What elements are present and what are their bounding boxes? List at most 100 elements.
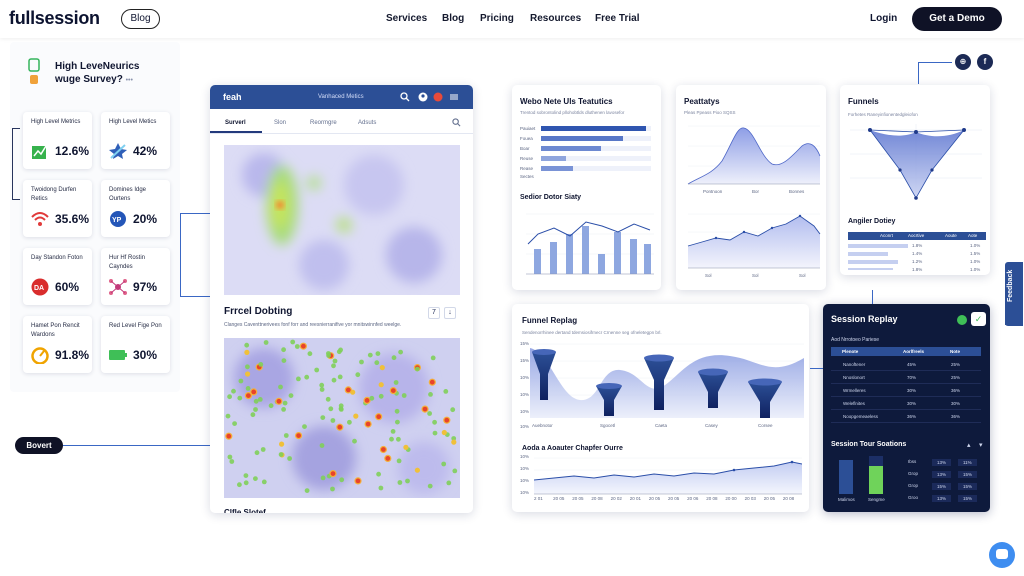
bar bbox=[541, 156, 566, 161]
metric-card[interactable]: High Level Metrics 12.6% bbox=[23, 112, 92, 169]
table-cell: Weleflnites bbox=[843, 401, 865, 406]
click-dot bbox=[432, 419, 437, 425]
tab-surverl[interactable]: Surverl bbox=[225, 120, 246, 126]
feedback-chat-icon[interactable] bbox=[1005, 305, 1023, 325]
table-cell: 36% bbox=[907, 414, 917, 419]
table-head: Note bbox=[950, 349, 960, 354]
table-row[interactable]: Nnoslonort 70% 25% bbox=[831, 372, 981, 384]
table-head: Aorlfreels bbox=[903, 349, 925, 354]
get-demo-button[interactable]: Get a Demo bbox=[912, 7, 1002, 31]
x-tick-label: 20 05 bbox=[648, 496, 661, 501]
click-dot bbox=[450, 407, 456, 413]
metric-card[interactable]: High Level Metics 42% bbox=[101, 112, 170, 169]
table-row[interactable]: Nanoftener 45% 25% bbox=[831, 359, 981, 371]
bar bbox=[582, 226, 589, 274]
table-row[interactable]: Grop 15% 15% bbox=[900, 482, 984, 492]
funnel-stage bbox=[644, 358, 674, 410]
bar-label: Malimos bbox=[838, 497, 855, 502]
session-section-title: Session Tour Soations bbox=[831, 441, 907, 448]
bovert-button[interactable]: Bovert bbox=[15, 437, 63, 454]
connector-line bbox=[180, 213, 210, 214]
nav-link-resources[interactable]: Resources bbox=[530, 13, 582, 24]
click-dot bbox=[232, 421, 237, 426]
click-dot bbox=[369, 395, 375, 401]
metric-card[interactable]: Twoidong Durfen Retics 35.6% bbox=[23, 180, 92, 237]
metric-card[interactable]: Hamet Pon Rencit Wardons 91.8% bbox=[23, 316, 92, 373]
x-tick-label: Auebnotor bbox=[532, 423, 553, 428]
blog-pill-button[interactable]: Blog bbox=[121, 9, 160, 29]
checkbox-icon[interactable]: ✓ bbox=[971, 312, 986, 326]
section-subtitle: Clanges Caventtnerivees fonf forr and re… bbox=[224, 322, 402, 328]
table-row[interactable]: Noopgemeaeless 36% 36% bbox=[831, 411, 981, 423]
search-icon[interactable] bbox=[452, 118, 461, 127]
row-label: Fouea bbox=[520, 136, 533, 141]
tab-adsuts[interactable]: Adsuts bbox=[358, 120, 377, 126]
heatmap-header bbox=[210, 85, 473, 109]
click-dot bbox=[403, 444, 409, 450]
replay-table-header bbox=[831, 347, 981, 356]
peattatys-area-chart bbox=[687, 125, 821, 185]
tab-slon[interactable]: Slon bbox=[274, 120, 287, 126]
click-dot bbox=[307, 351, 313, 357]
logo[interactable]: fullsession bbox=[9, 8, 100, 28]
click-dot bbox=[405, 478, 410, 484]
click-dot bbox=[441, 429, 447, 436]
share-icon[interactable]: ⊕ bbox=[955, 54, 971, 70]
table-row[interactable]: Ibss 13% 11% bbox=[900, 458, 984, 468]
click-dot bbox=[443, 416, 451, 424]
table-row[interactable]: Grop 13% 15% bbox=[900, 470, 984, 480]
chevron-icon[interactable]: ▴ bbox=[967, 442, 971, 449]
bar bbox=[550, 242, 557, 274]
click-dot bbox=[395, 419, 400, 425]
metric-label: Twoidong Durfen Retics bbox=[31, 187, 77, 202]
notification-icon[interactable] bbox=[433, 92, 443, 102]
web-stats-section-title: Sedior Dotor Siaty bbox=[520, 194, 582, 201]
click-dot bbox=[378, 382, 384, 388]
series-line bbox=[687, 215, 821, 247]
web-stats-subtitle: Trentod sobrontolind pllohobtlds dluthen… bbox=[520, 110, 625, 115]
click-dot bbox=[398, 349, 403, 355]
metric-card[interactable]: Red Level Fige Pon 30% bbox=[101, 316, 170, 373]
metric-label: Hamet Pon Rencit Wardons bbox=[31, 323, 80, 338]
metrics-title-line2: wuge Survey? bbox=[55, 74, 123, 85]
table-cell: 13% bbox=[932, 471, 952, 478]
click-dot bbox=[244, 349, 250, 355]
click-dot bbox=[320, 475, 326, 481]
click-dot bbox=[331, 363, 336, 369]
feedback-label: Feedback bbox=[1007, 269, 1014, 302]
user-icon[interactable] bbox=[418, 92, 428, 102]
table-row[interactable]: Weleflnites 30% 30% bbox=[831, 398, 981, 410]
table-row[interactable]: Wrmelleres 30% 36% bbox=[831, 385, 981, 397]
chevron-icon[interactable]: ▾ bbox=[979, 442, 983, 449]
nav-link-pricing[interactable]: Pricing bbox=[480, 13, 514, 24]
metric-card[interactable]: Hur Hf Rostin Cayndes 97% bbox=[101, 248, 170, 305]
click-dot bbox=[229, 459, 235, 464]
peattatys-line-chart bbox=[687, 213, 821, 269]
table-row[interactable]: Groo 13% 15% bbox=[900, 494, 984, 504]
search-icon[interactable] bbox=[400, 92, 410, 102]
option-button[interactable]: 7 bbox=[428, 307, 440, 319]
click-dot bbox=[225, 432, 233, 440]
tab-reormgre[interactable]: Reormgre bbox=[310, 120, 337, 126]
metric-card[interactable]: Day Standon Foton DA 60% bbox=[23, 248, 92, 305]
metric-value: 91.8% bbox=[55, 348, 90, 362]
tab-divider bbox=[210, 133, 473, 134]
heatmap-subtitle: Vanhaced Metics bbox=[318, 94, 364, 100]
nav-link-blog[interactable]: Blog bbox=[442, 13, 465, 24]
nav-link-services[interactable]: Services bbox=[386, 13, 428, 24]
click-dot bbox=[401, 393, 407, 398]
table-cell: 15% bbox=[958, 483, 978, 490]
chat-launcher-icon[interactable] bbox=[989, 542, 1015, 568]
click-dot bbox=[314, 367, 320, 373]
facebook-icon[interactable]: f bbox=[977, 54, 993, 70]
click-dot bbox=[245, 371, 251, 377]
x-tick-label: Bonnes bbox=[789, 189, 805, 194]
login-link[interactable]: Login bbox=[870, 13, 898, 24]
click-dot bbox=[253, 398, 259, 404]
metric-value: 97% bbox=[133, 280, 158, 294]
funnel-stage bbox=[748, 382, 782, 418]
metric-card[interactable]: Domines Idge Ourtens YP 20% bbox=[101, 180, 170, 237]
download-button[interactable]: ↓ bbox=[444, 307, 456, 319]
menu-icon[interactable] bbox=[449, 92, 459, 102]
nav-link-free-trial[interactable]: Free Trial bbox=[595, 13, 640, 24]
